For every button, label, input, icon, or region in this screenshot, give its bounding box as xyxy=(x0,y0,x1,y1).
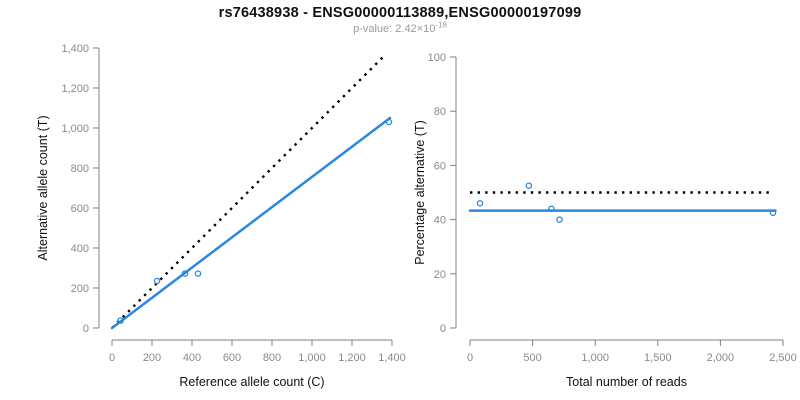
x-tick-label: 1,400 xyxy=(378,352,406,364)
x-axis-title: Reference allele count (C) xyxy=(179,375,324,389)
y-tick-label: 0 xyxy=(83,323,89,335)
x-tick-label: 400 xyxy=(183,352,201,364)
y-tick-label: 40 xyxy=(434,215,446,227)
data-point xyxy=(476,200,484,207)
data-point xyxy=(556,216,563,223)
x-tick-label: 2,500 xyxy=(769,352,797,364)
x-axis-title: Total number of reads xyxy=(566,375,687,389)
x-tick-label: 1,000 xyxy=(581,352,609,364)
x-tick-label: 1,000 xyxy=(298,352,326,364)
right-scatter-plot: 0 20 40 60 80 100 0 500 1,000 1,500 2,000 2,500 Tota… xyxy=(413,52,797,389)
data-point xyxy=(769,209,777,217)
x-tick-label: 1,200 xyxy=(338,352,366,364)
left-scatter-plot: 0 200 400 600 800 1,000 1,200 1,400 0 200 400 600 80… xyxy=(36,43,406,389)
y-tick-label: 80 xyxy=(434,106,446,118)
y-tick-label: 600 xyxy=(71,203,89,215)
x-tick-label: 0 xyxy=(109,352,115,364)
y-tick-label: 100 xyxy=(428,52,446,64)
fit-line xyxy=(110,116,392,330)
page-title: rs76438938 - ENSG00000113889,ENSG0000019… xyxy=(218,5,582,21)
data-point xyxy=(117,317,124,324)
x-tick-label: 200 xyxy=(143,352,161,364)
identity-line xyxy=(111,53,387,329)
data-point xyxy=(194,270,202,277)
y-tick-label: 1,000 xyxy=(61,123,89,135)
y-axis-title: Alternative allele count (T) xyxy=(36,115,50,260)
y-tick-label: 1,400 xyxy=(61,43,89,55)
x-tick-label: 2,000 xyxy=(707,352,735,364)
y-tick-label: 200 xyxy=(71,283,89,295)
x-tick-label: 0 xyxy=(467,352,473,364)
y-axis-title: Percentage alternative (T) xyxy=(413,120,427,265)
p-value-text: p-value: 2.42×10 xyxy=(353,23,436,35)
x-tick-label: 1,500 xyxy=(644,352,672,364)
y-tick-label: 20 xyxy=(434,269,446,281)
y-tick-label: 0 xyxy=(440,323,446,335)
x-tick-label: 600 xyxy=(223,352,241,364)
p-value-subtitle: p-value: 2.42×10-18 xyxy=(0,20,800,35)
data-point xyxy=(385,118,393,126)
data-point xyxy=(525,182,533,189)
y-tick-label: 60 xyxy=(434,160,446,172)
data-point xyxy=(548,205,555,213)
data-point xyxy=(153,277,161,285)
x-tick-label: 500 xyxy=(523,352,541,364)
p-value-exponent: -18 xyxy=(435,20,447,30)
y-tick-label: 400 xyxy=(71,243,89,255)
y-tick-label: 1,200 xyxy=(61,83,89,95)
y-tick-label: 800 xyxy=(71,163,89,175)
data-point xyxy=(181,270,189,277)
x-tick-label: 800 xyxy=(263,352,281,364)
